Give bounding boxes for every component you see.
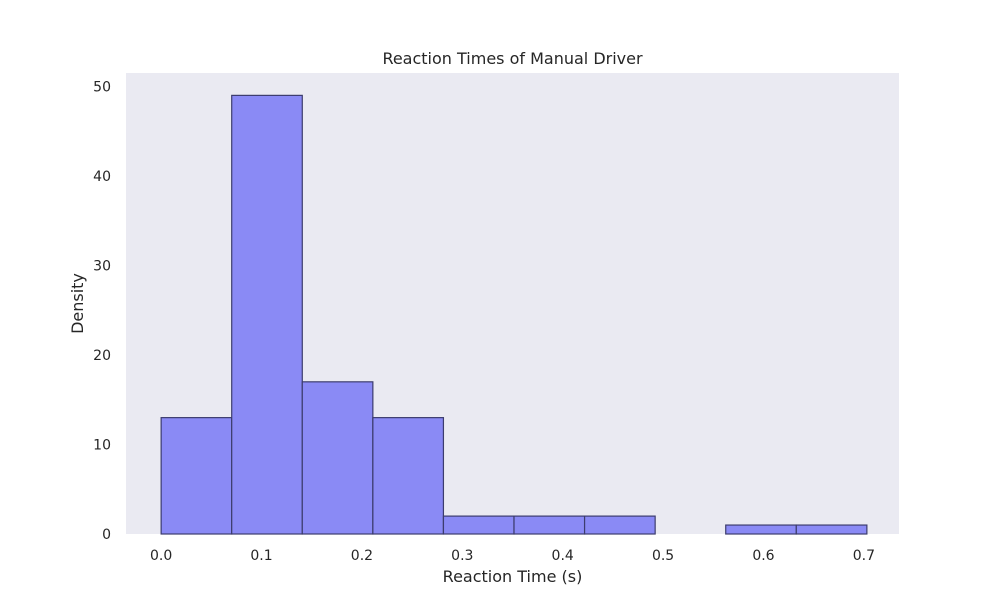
histogram-bar-6 [583, 515, 656, 535]
y-tick-label: 20 [93, 348, 111, 364]
x-tick-label: 0.5 [652, 548, 674, 564]
x-tick-label: 0.1 [250, 548, 272, 564]
y-tick-label: 40 [93, 169, 111, 185]
histogram-bar-4 [442, 515, 515, 535]
histogram-bar-5 [513, 515, 586, 535]
histogram-bar-0 [160, 417, 233, 535]
y-axis-ticks: 0 10 20 30 40 50 [93, 79, 111, 543]
y-tick-label: 50 [93, 79, 111, 95]
y-axis-label: Density [68, 273, 87, 334]
y-tick-label: 30 [93, 258, 111, 274]
chart-title: Reaction Times of Manual Driver [382, 49, 643, 68]
histogram-bar-3 [372, 417, 445, 535]
histogram-bar-8 [725, 524, 797, 535]
x-tick-label: 0.2 [351, 548, 373, 564]
bars-group [160, 94, 868, 535]
x-tick-label: 0.0 [150, 548, 172, 564]
histogram-bar-1 [231, 94, 303, 535]
y-tick-label: 0 [102, 527, 111, 543]
x-tick-label: 0.6 [752, 548, 774, 564]
histogram-bar-9 [795, 524, 868, 535]
x-tick-label: 0.3 [451, 548, 473, 564]
x-tick-label: 0.7 [853, 548, 875, 564]
x-axis-ticks: 0.0 0.1 0.2 0.3 0.4 0.5 0.6 0.7 [150, 548, 875, 564]
x-tick-label: 0.4 [552, 548, 574, 564]
histogram-bar-2 [301, 381, 374, 535]
y-tick-label: 10 [93, 437, 111, 453]
x-axis-label: Reaction Time (s) [443, 567, 583, 586]
